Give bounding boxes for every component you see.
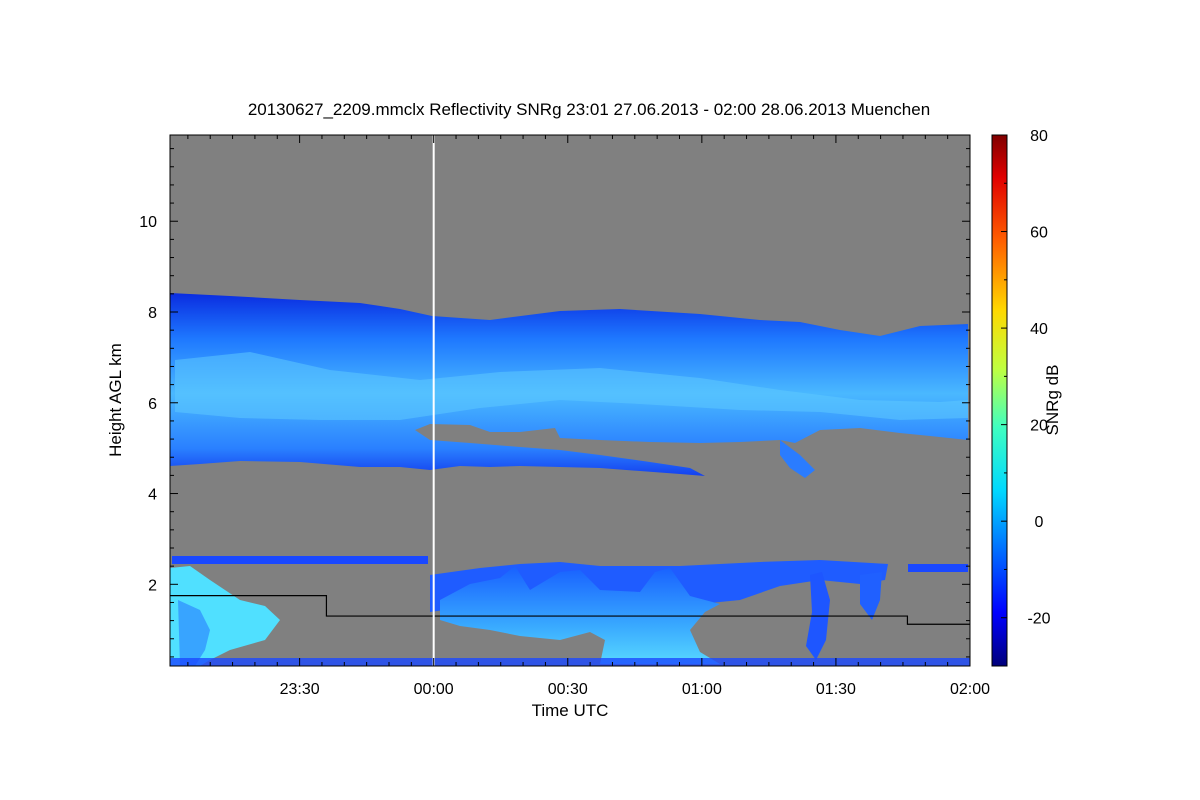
y-axis: 2 4 6 8 10 xyxy=(139,148,970,658)
convective-cells xyxy=(440,566,720,664)
colorbar-tick-label: 80 xyxy=(1030,128,1048,145)
lower-echo-strip-right xyxy=(908,564,968,572)
y-tick-label: 8 xyxy=(148,305,157,322)
lower-echo-strip-left xyxy=(172,556,428,564)
upper-cloud-lower-lobe xyxy=(780,440,815,478)
x-tick-label: 02:00 xyxy=(950,681,990,698)
y-tick-label: 10 xyxy=(139,214,157,231)
upper-cloud-core xyxy=(175,352,968,420)
x-tick-label: 00:30 xyxy=(548,681,588,698)
colorbar-tick-label: 20 xyxy=(1030,418,1048,435)
colorbar xyxy=(991,134,1008,667)
colorbar-tick-label: 60 xyxy=(1030,225,1048,242)
colorbar-label: SNRg dB xyxy=(1043,365,1062,436)
chart-title: 20130627_2209.mmclx Reflectivity SNRg 23… xyxy=(248,100,930,119)
lower-echo-columns-2 xyxy=(860,572,882,620)
colorbar-tick-label: 40 xyxy=(1030,321,1048,338)
boundary-layer-height-line xyxy=(170,595,970,625)
ground-clutter xyxy=(170,658,970,666)
y-axis-label: Height AGL km xyxy=(106,343,125,457)
colorbar-axis: 80 60 40 20 0 -20 xyxy=(1001,128,1051,667)
radar-echoes xyxy=(170,293,970,666)
y-tick-label: 2 xyxy=(148,577,157,594)
x-tick-label: 01:00 xyxy=(682,681,722,698)
x-tick-label: 00:00 xyxy=(414,681,454,698)
x-axis-label: Time UTC xyxy=(532,701,609,720)
x-axis: 23:30 00:00 00:30 01:00 01:30 02:00 xyxy=(187,135,990,698)
x-tick-label: 01:30 xyxy=(816,681,856,698)
plot-frame xyxy=(169,134,971,667)
y-tick-label: 6 xyxy=(148,396,157,413)
colorbar-tick-label: -20 xyxy=(1027,611,1050,628)
boundary-layer-echoes-inner xyxy=(178,600,210,666)
colorbar-tick-label: 0 xyxy=(1035,514,1044,531)
x-tick-label: 23:30 xyxy=(280,681,320,698)
y-tick-label: 4 xyxy=(148,487,157,504)
